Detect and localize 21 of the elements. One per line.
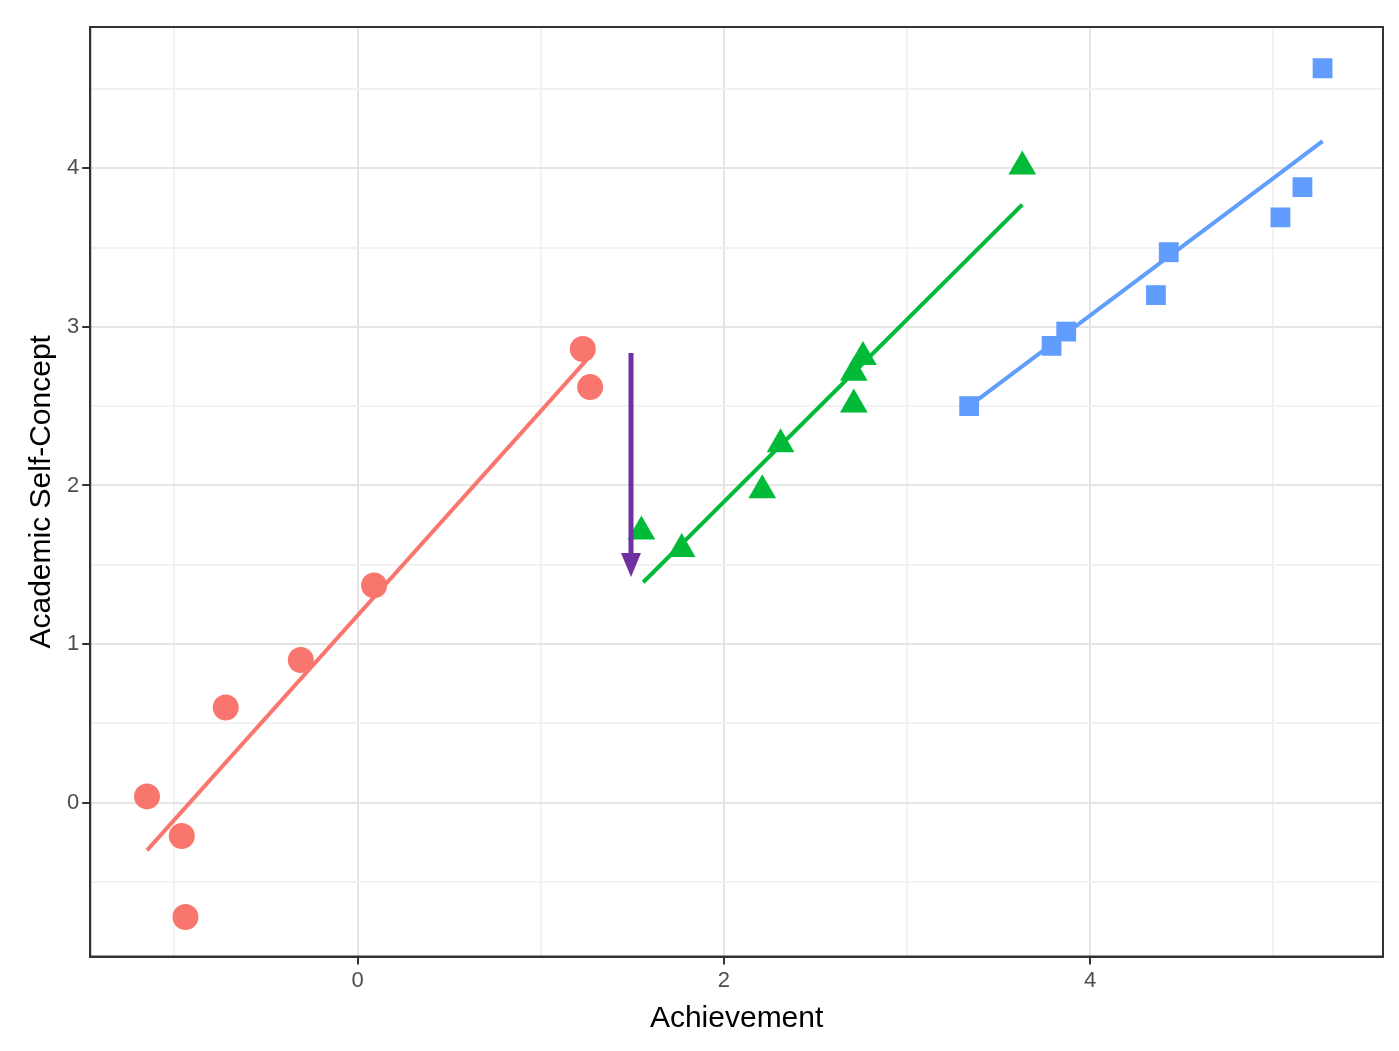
x-tick-label: 4 (1083, 966, 1097, 992)
y-tick-label: 3 (66, 312, 80, 338)
point (172, 903, 199, 930)
x-axis-title: Achievement (649, 1000, 824, 1034)
point (1312, 58, 1333, 79)
y-tick-label: 4 (66, 154, 80, 180)
y-tick-label: 1 (66, 630, 80, 656)
point (168, 823, 195, 850)
point (1292, 177, 1313, 198)
point (134, 783, 160, 810)
point (1270, 207, 1291, 228)
y-axis-title: Academic Self-Concept (23, 334, 57, 649)
y-tick-label: 2 (66, 471, 80, 497)
point (577, 374, 604, 401)
point (287, 646, 314, 673)
x-tick-label: 2 (717, 966, 730, 992)
point (212, 694, 239, 721)
point (569, 336, 596, 363)
point (1146, 285, 1166, 305)
x-tick-label: 0 (351, 966, 364, 992)
y-tick-label: 0 (66, 788, 80, 814)
